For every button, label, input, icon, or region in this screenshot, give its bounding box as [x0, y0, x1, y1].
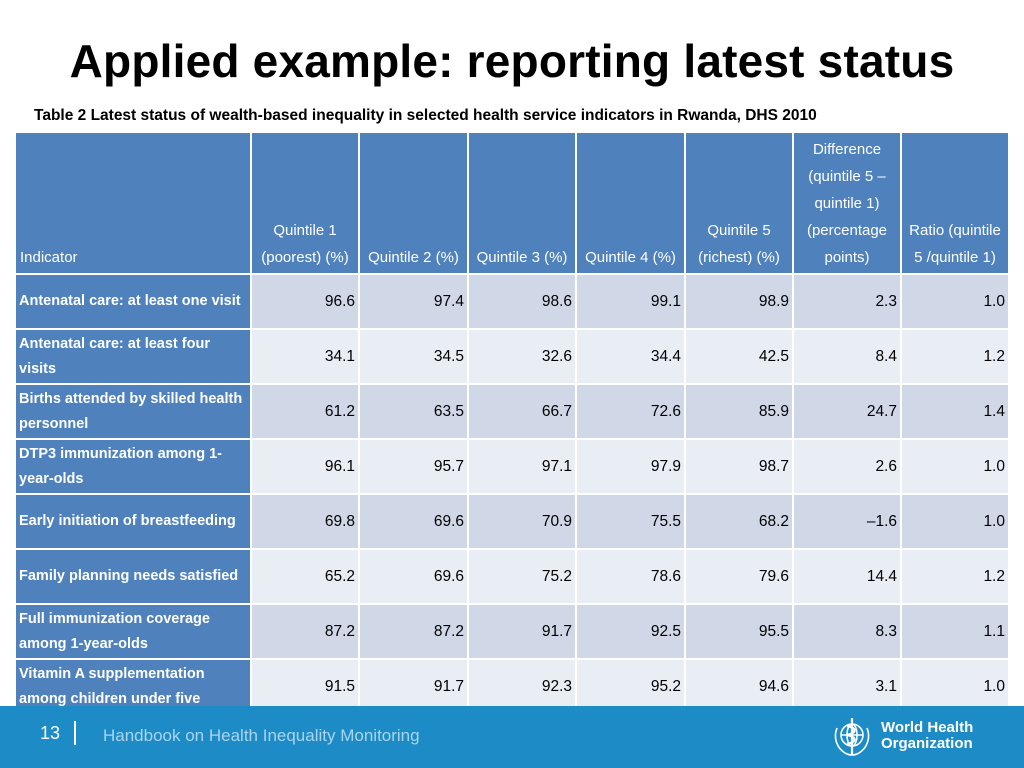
indicator-cell: Full immunization coverage among 1-year-… [14, 603, 252, 660]
value-cell: 2.6 [792, 438, 902, 495]
value-cell: 92.3 [467, 658, 577, 715]
value-cell: 87.2 [250, 603, 360, 660]
handbook-title: Handbook on Health Inequality Monitoring [103, 726, 420, 745]
footer-bar: 13 Handbook on Health Inequality Monitor… [0, 706, 1024, 768]
header-indicator: Indicator [14, 131, 252, 275]
header-quintile-3: Quintile 3 (%) [467, 131, 577, 275]
footer-divider [74, 721, 76, 745]
value-cell: 97.9 [575, 438, 686, 495]
value-cell: 96.1 [250, 438, 360, 495]
value-cell: 79.6 [684, 548, 794, 605]
header-quintile-4: Quintile 4 (%) [575, 131, 686, 275]
value-cell: 65.2 [250, 548, 360, 605]
value-cell: 95.2 [575, 658, 686, 715]
header-difference: Difference (quintile 5 – quintile 1) (pe… [792, 131, 902, 275]
value-cell: 68.2 [684, 493, 794, 550]
value-cell: 1.0 [900, 493, 1010, 550]
value-cell: 97.4 [358, 273, 469, 330]
value-cell: 32.6 [467, 328, 577, 385]
table-row: Antenatal care: at least four visits 34.1… [14, 328, 1010, 385]
value-cell: 2.3 [792, 273, 902, 330]
table-header-row: Indicator Quintile 1 (poorest) (%) Quint… [14, 131, 1010, 275]
indicator-cell: Births attended by skilled health person… [14, 383, 252, 440]
header-quintile-2: Quintile 2 (%) [358, 131, 469, 275]
table-row: DTP3 immunization among 1-year-olds 96.1 9… [14, 438, 1010, 495]
value-cell: 8.3 [792, 603, 902, 660]
value-cell: 87.2 [358, 603, 469, 660]
value-cell: 1.1 [900, 603, 1010, 660]
header-quintile-5: Quintile 5 (richest) (%) [684, 131, 794, 275]
value-cell: 70.9 [467, 493, 577, 550]
value-cell: 91.5 [250, 658, 360, 715]
value-cell: 1.0 [900, 658, 1010, 715]
value-cell: 1.2 [900, 328, 1010, 385]
value-cell: 63.5 [358, 383, 469, 440]
table-caption: Table 2 Latest status of wealth-based in… [34, 107, 817, 124]
value-cell: 8.4 [792, 328, 902, 385]
header-ratio: Ratio (quintile 5 /quintile 1) [900, 131, 1010, 275]
value-cell: 72.6 [575, 383, 686, 440]
value-cell: 14.4 [792, 548, 902, 605]
value-cell: 96.6 [250, 273, 360, 330]
table-row: Vitamin A supplementation among children… [14, 658, 1010, 715]
value-cell: 91.7 [467, 603, 577, 660]
value-cell: 95.7 [358, 438, 469, 495]
value-cell: 69.6 [358, 548, 469, 605]
header-quintile-1: Quintile 1 (poorest) (%) [250, 131, 360, 275]
table-row: Full immunization coverage among 1-year-… [14, 603, 1010, 660]
value-cell: 24.7 [792, 383, 902, 440]
table-row: Early initiation of breastfeeding 69.8 69.… [14, 493, 1010, 550]
who-logo-line-1: World Health [881, 719, 974, 736]
value-cell: 42.5 [684, 328, 794, 385]
who-logo-text: World Health Organization [881, 720, 973, 752]
value-cell: 97.1 [467, 438, 577, 495]
value-cell: 98.9 [684, 273, 794, 330]
value-cell: 1.2 [900, 548, 1010, 605]
value-cell: 34.1 [250, 328, 360, 385]
value-cell: 85.9 [684, 383, 794, 440]
indicator-cell: Antenatal care: at least one visit [14, 273, 252, 330]
value-cell: 91.7 [358, 658, 469, 715]
value-cell: –1.6 [792, 493, 902, 550]
value-cell: 75.2 [467, 548, 577, 605]
value-cell: 98.6 [467, 273, 577, 330]
value-cell: 78.6 [575, 548, 686, 605]
value-cell: 34.4 [575, 328, 686, 385]
value-cell: 99.1 [575, 273, 686, 330]
table-row: Antenatal care: at least one visit 96.6 97… [14, 273, 1010, 330]
value-cell: 1.0 [900, 273, 1010, 330]
who-logo-line-2: Organization [881, 735, 973, 752]
slide-title: Applied example: reporting latest status [69, 35, 955, 87]
table-row: Births attended by skilled health person… [14, 383, 1010, 440]
inequality-table: Indicator Quintile 1 (poorest) (%) Quint… [14, 131, 1010, 715]
value-cell: 92.5 [575, 603, 686, 660]
indicator-cell: Early initiation of breastfeeding [14, 493, 252, 550]
value-cell: 34.5 [358, 328, 469, 385]
page-number: 13 [40, 723, 61, 743]
value-cell: 75.5 [575, 493, 686, 550]
table-row: Family planning needs satisfied 65.2 69.6 7… [14, 548, 1010, 605]
value-cell: 95.5 [684, 603, 794, 660]
value-cell: 1.4 [900, 383, 1010, 440]
table-body: Antenatal care: at least one visit 96.6 97… [14, 273, 1010, 715]
who-emblem-icon [834, 718, 870, 756]
value-cell: 69.8 [250, 493, 360, 550]
value-cell: 66.7 [467, 383, 577, 440]
indicator-cell: Family planning needs satisfied [14, 548, 252, 605]
value-cell: 98.7 [684, 438, 794, 495]
value-cell: 61.2 [250, 383, 360, 440]
indicator-cell: Antenatal care: at least four visits [14, 328, 252, 385]
indicator-cell: DTP3 immunization among 1-year-olds [14, 438, 252, 495]
value-cell: 1.0 [900, 438, 1010, 495]
indicator-cell: Vitamin A supplementation among children… [14, 658, 252, 715]
value-cell: 3.1 [792, 658, 902, 715]
value-cell: 69.6 [358, 493, 469, 550]
